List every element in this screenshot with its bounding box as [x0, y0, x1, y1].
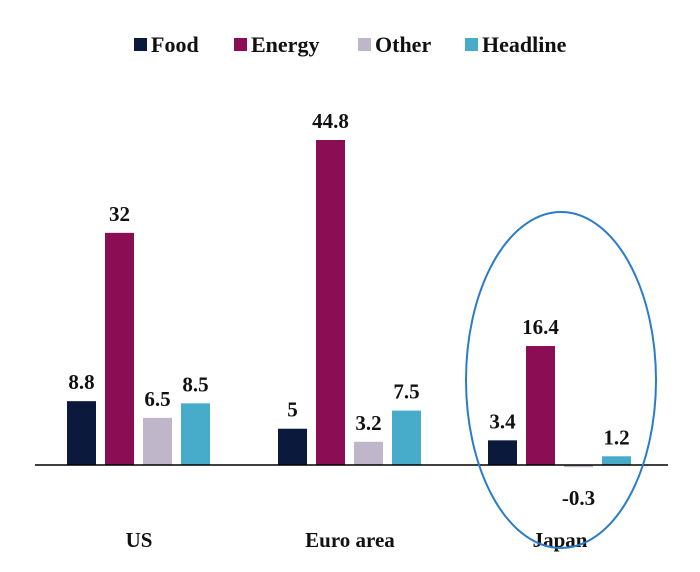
data-label: 16.4: [522, 315, 559, 339]
bar-energy-japan: [526, 346, 555, 465]
data-labels: 8.8 5 3.4 32 44.8 16.4 6.5 3.2 -0.3 8.5 7.5 1.2: [68, 109, 629, 510]
bar-other-us: [143, 417, 172, 465]
legend-swatch-other: [358, 38, 371, 51]
legend-swatch-energy: [234, 38, 247, 51]
bar-headline-euro-area: [392, 410, 421, 465]
bar-energy-euro-area: [316, 140, 345, 465]
data-label: 8.8: [68, 370, 94, 394]
data-label: 3.4: [489, 409, 516, 433]
highlight-ellipse: [465, 211, 657, 549]
legend-label-other: Other: [375, 32, 431, 57]
data-label: 7.5: [393, 380, 419, 404]
legend: Food Energy Other Headline: [134, 32, 567, 57]
category-labels: US Euro area Japan: [126, 528, 588, 552]
bar-headline-japan: [602, 456, 631, 465]
data-label: 32: [109, 202, 130, 226]
bar-food-us: [67, 401, 96, 465]
data-label: 44.8: [312, 109, 349, 133]
legend-label-food: Food: [151, 32, 199, 57]
category-label: Euro area: [305, 528, 395, 552]
legend-swatch-food: [134, 38, 147, 51]
bar-headline-us: [181, 403, 210, 465]
bar-food-japan: [488, 440, 517, 465]
legend-label-headline: Headline: [482, 32, 567, 57]
bar-other-euro-area: [354, 441, 383, 465]
legend-label-energy: Energy: [251, 32, 319, 57]
data-label: 8.5: [182, 372, 208, 396]
category-label: US: [126, 528, 153, 552]
bar-energy-us: [105, 232, 134, 465]
data-label: -0.3: [562, 486, 595, 510]
data-label: 1.2: [603, 425, 629, 449]
bar-food-euro-area: [278, 428, 307, 465]
legend-swatch-headline: [465, 38, 478, 51]
data-label: 3.2: [355, 411, 381, 435]
data-label: 6.5: [144, 387, 170, 411]
data-label: 5: [287, 398, 298, 422]
bars: [67, 140, 631, 468]
bar-other-japan: [564, 465, 593, 468]
